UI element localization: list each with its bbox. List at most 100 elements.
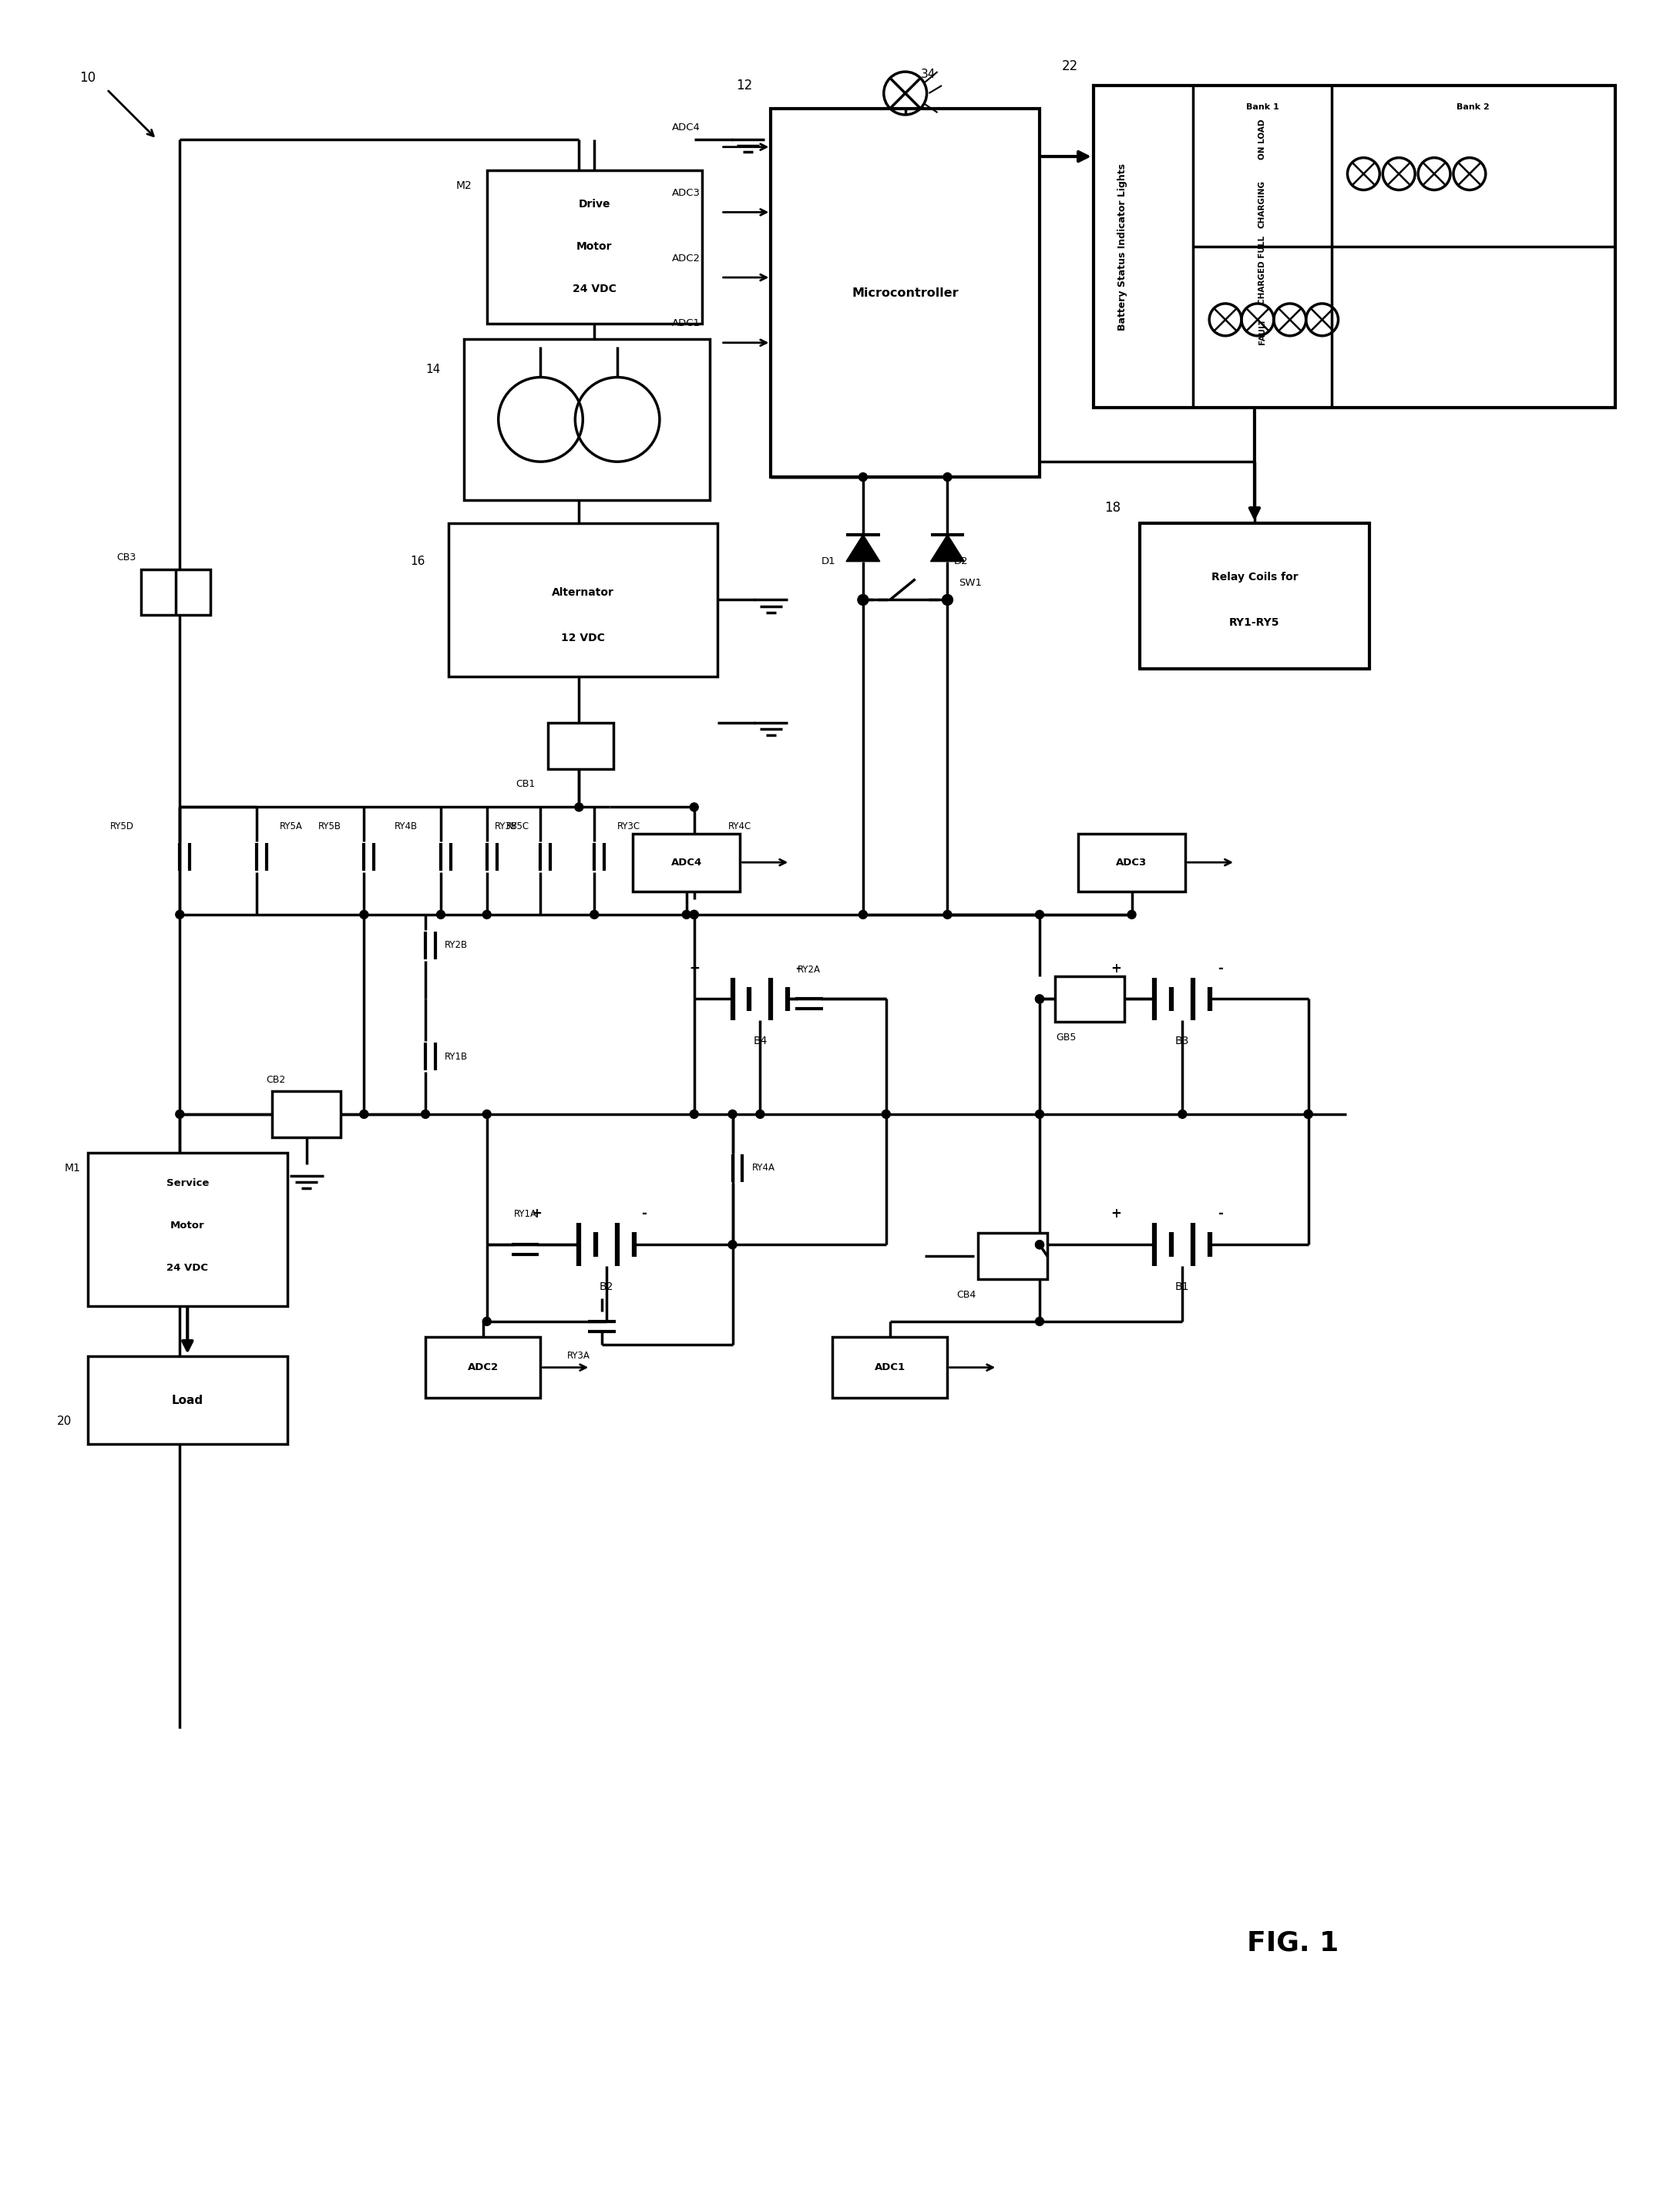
Circle shape <box>1035 1318 1043 1325</box>
Bar <box>449 524 717 678</box>
Circle shape <box>690 803 699 811</box>
Text: FAULT: FAULT <box>1258 318 1267 344</box>
Circle shape <box>175 1110 185 1118</box>
Circle shape <box>729 1110 738 1118</box>
Circle shape <box>690 910 699 919</box>
Circle shape <box>942 910 951 919</box>
Text: CB1: CB1 <box>516 779 534 789</box>
Text: RY5C: RY5C <box>506 822 529 831</box>
Text: CHARGING: CHARGING <box>1258 180 1267 228</box>
Text: 12 VDC: 12 VDC <box>561 634 605 643</box>
Text: ADC1: ADC1 <box>672 318 701 329</box>
Text: D1: D1 <box>822 557 835 566</box>
Text: Alternator: Alternator <box>551 588 613 596</box>
Circle shape <box>942 474 951 480</box>
Text: SW1: SW1 <box>959 579 983 588</box>
Text: CB2: CB2 <box>265 1075 286 1086</box>
Text: RY4A: RY4A <box>751 1162 774 1173</box>
Text: RY2A: RY2A <box>798 965 822 976</box>
Text: Load: Load <box>171 1395 203 1406</box>
Text: GB5: GB5 <box>1057 1033 1077 1042</box>
Text: ADC2: ADC2 <box>672 252 701 263</box>
Text: ADC1: ADC1 <box>874 1362 906 1373</box>
Text: CHARGED FULL: CHARGED FULL <box>1258 235 1267 305</box>
Text: Battery Status Indicator Lights: Battery Status Indicator Lights <box>1117 162 1127 331</box>
Circle shape <box>690 1110 699 1118</box>
Text: ADC4: ADC4 <box>672 123 701 134</box>
Bar <box>141 570 210 616</box>
Text: 34: 34 <box>921 68 936 79</box>
Text: +: + <box>531 1206 543 1222</box>
Circle shape <box>858 594 869 605</box>
Circle shape <box>1178 1110 1186 1118</box>
Bar <box>1079 833 1186 893</box>
Circle shape <box>858 474 867 480</box>
Text: +: + <box>689 961 699 976</box>
Circle shape <box>360 910 368 919</box>
Text: Relay Coils for: Relay Coils for <box>1211 572 1299 581</box>
Bar <box>978 1232 1047 1279</box>
Text: ADC3: ADC3 <box>1116 857 1147 868</box>
Text: B4: B4 <box>753 1035 768 1046</box>
Text: +: + <box>1110 1206 1122 1222</box>
Circle shape <box>482 1318 491 1325</box>
Text: B3: B3 <box>1176 1035 1189 1046</box>
Text: Motor: Motor <box>576 241 612 252</box>
Bar <box>1139 524 1369 669</box>
Text: 24 VDC: 24 VDC <box>573 283 617 294</box>
Bar <box>832 1338 948 1399</box>
Text: CB4: CB4 <box>958 1289 976 1300</box>
Text: M1: M1 <box>64 1162 81 1173</box>
Text: 10: 10 <box>79 70 96 86</box>
Text: Service: Service <box>166 1178 208 1189</box>
Text: B1: B1 <box>1176 1281 1189 1292</box>
Text: RY5A: RY5A <box>279 822 302 831</box>
Text: RY1B: RY1B <box>445 1053 467 1061</box>
Text: -: - <box>1218 961 1223 976</box>
Bar <box>464 340 709 500</box>
Text: +: + <box>1110 961 1122 976</box>
Text: Motor: Motor <box>170 1222 205 1230</box>
Circle shape <box>682 910 690 919</box>
Bar <box>548 724 613 770</box>
Text: Drive: Drive <box>578 200 610 211</box>
Circle shape <box>482 910 491 919</box>
Text: RY2B: RY2B <box>445 941 467 950</box>
Circle shape <box>360 1110 368 1118</box>
Text: RY5D: RY5D <box>111 822 134 831</box>
Text: 24 VDC: 24 VDC <box>166 1263 208 1272</box>
Text: Bank 1: Bank 1 <box>1247 103 1278 112</box>
Circle shape <box>422 1110 430 1118</box>
Polygon shape <box>847 535 880 561</box>
Text: RY5B: RY5B <box>318 822 341 831</box>
Text: RY1A: RY1A <box>514 1208 538 1219</box>
Text: 20: 20 <box>57 1414 72 1428</box>
Text: D2: D2 <box>954 557 968 566</box>
Text: RY3B: RY3B <box>494 822 517 831</box>
Bar <box>1094 86 1616 408</box>
Circle shape <box>590 910 598 919</box>
Text: 18: 18 <box>1104 500 1121 515</box>
Bar <box>87 1355 287 1445</box>
Circle shape <box>690 910 699 919</box>
Text: 14: 14 <box>425 364 440 375</box>
Text: RY1-RY5: RY1-RY5 <box>1230 618 1280 627</box>
Circle shape <box>729 1241 738 1248</box>
Text: 22: 22 <box>1062 59 1079 72</box>
Polygon shape <box>931 535 964 561</box>
Circle shape <box>1304 1110 1312 1118</box>
Bar <box>1055 976 1124 1022</box>
Circle shape <box>1304 1110 1312 1118</box>
Text: ADC3: ADC3 <box>672 189 701 197</box>
Bar <box>633 833 741 893</box>
Circle shape <box>942 594 953 605</box>
Circle shape <box>1035 910 1043 919</box>
Circle shape <box>1035 1241 1043 1248</box>
Text: M2: M2 <box>455 180 472 191</box>
Text: ADC4: ADC4 <box>670 857 702 868</box>
Text: -: - <box>795 961 800 976</box>
Text: -: - <box>642 1206 647 1222</box>
Circle shape <box>175 910 185 919</box>
Text: Microcontroller: Microcontroller <box>852 287 959 298</box>
Text: B2: B2 <box>600 1281 613 1292</box>
